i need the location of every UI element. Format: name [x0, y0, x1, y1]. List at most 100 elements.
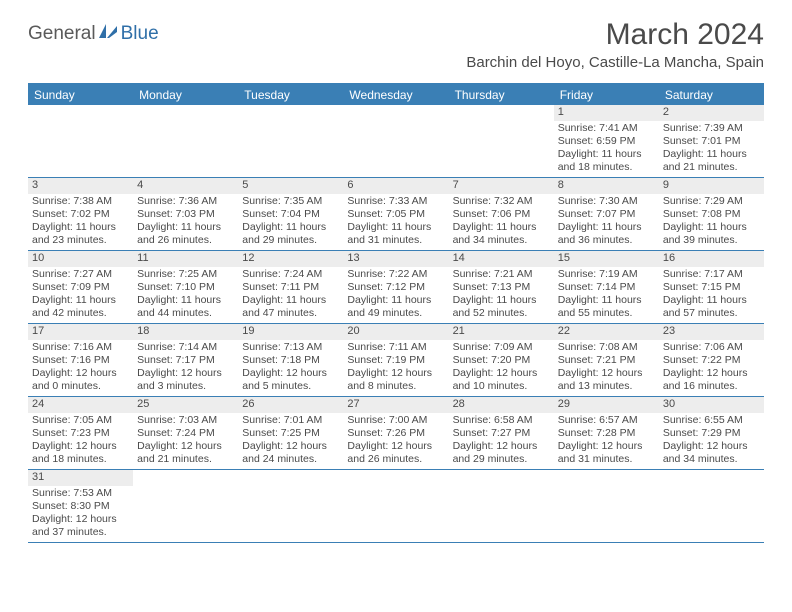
sunrise: Sunrise: 6:55 AM	[663, 414, 760, 427]
daylight: Daylight: 12 hours and 13 minutes.	[558, 367, 655, 393]
sunrise: Sunrise: 7:53 AM	[32, 487, 129, 500]
day-details: Sunrise: 7:13 AMSunset: 7:18 PMDaylight:…	[238, 340, 343, 396]
daylight: Daylight: 12 hours and 21 minutes.	[137, 440, 234, 466]
day-number: 15	[554, 251, 659, 267]
day-details: Sunrise: 7:29 AMSunset: 7:08 PMDaylight:…	[659, 194, 764, 250]
sunrise: Sunrise: 7:06 AM	[663, 341, 760, 354]
daylight: Daylight: 12 hours and 3 minutes.	[137, 367, 234, 393]
day-cell: 10Sunrise: 7:27 AMSunset: 7:09 PMDayligh…	[28, 251, 133, 323]
sunrise: Sunrise: 7:05 AM	[32, 414, 129, 427]
day-cell	[238, 105, 343, 177]
day-number: 20	[343, 324, 448, 340]
sunset: Sunset: 7:07 PM	[558, 208, 655, 221]
dow-cell: Thursday	[449, 85, 554, 105]
day-cell: 17Sunrise: 7:16 AMSunset: 7:16 PMDayligh…	[28, 324, 133, 396]
sunset: Sunset: 7:04 PM	[242, 208, 339, 221]
daylight: Daylight: 11 hours and 31 minutes.	[347, 221, 444, 247]
daylight: Daylight: 11 hours and 52 minutes.	[453, 294, 550, 320]
day-number: 14	[449, 251, 554, 267]
sunset: Sunset: 7:08 PM	[663, 208, 760, 221]
sunset: Sunset: 7:17 PM	[137, 354, 234, 367]
week-row: 17Sunrise: 7:16 AMSunset: 7:16 PMDayligh…	[28, 324, 764, 397]
day-cell	[659, 470, 764, 542]
sunrise: Sunrise: 7:32 AM	[453, 195, 550, 208]
sunrise: Sunrise: 6:57 AM	[558, 414, 655, 427]
dow-cell: Friday	[554, 85, 659, 105]
day-details: Sunrise: 7:27 AMSunset: 7:09 PMDaylight:…	[28, 267, 133, 323]
day-details: Sunrise: 7:01 AMSunset: 7:25 PMDaylight:…	[238, 413, 343, 469]
day-details: Sunrise: 7:35 AMSunset: 7:04 PMDaylight:…	[238, 194, 343, 250]
sunset: Sunset: 7:09 PM	[32, 281, 129, 294]
day-number: 16	[659, 251, 764, 267]
sunset: Sunset: 7:16 PM	[32, 354, 129, 367]
sunrise: Sunrise: 7:11 AM	[347, 341, 444, 354]
dow-cell: Tuesday	[238, 85, 343, 105]
day-cell: 29Sunrise: 6:57 AMSunset: 7:28 PMDayligh…	[554, 397, 659, 469]
day-cell: 3Sunrise: 7:38 AMSunset: 7:02 PMDaylight…	[28, 178, 133, 250]
day-cell	[343, 470, 448, 542]
daylight: Daylight: 12 hours and 8 minutes.	[347, 367, 444, 393]
sunrise: Sunrise: 7:08 AM	[558, 341, 655, 354]
dow-cell: Wednesday	[343, 85, 448, 105]
day-number: 30	[659, 397, 764, 413]
sunrise: Sunrise: 7:25 AM	[137, 268, 234, 281]
sunrise: Sunrise: 7:35 AM	[242, 195, 339, 208]
day-cell: 18Sunrise: 7:14 AMSunset: 7:17 PMDayligh…	[133, 324, 238, 396]
dow-cell: Saturday	[659, 85, 764, 105]
sunrise: Sunrise: 7:14 AM	[137, 341, 234, 354]
day-details: Sunrise: 7:00 AMSunset: 7:26 PMDaylight:…	[343, 413, 448, 469]
sunset: Sunset: 7:06 PM	[453, 208, 550, 221]
daylight: Daylight: 11 hours and 21 minutes.	[663, 148, 760, 174]
sunrise: Sunrise: 7:41 AM	[558, 122, 655, 135]
sunset: Sunset: 7:24 PM	[137, 427, 234, 440]
sunrise: Sunrise: 7:24 AM	[242, 268, 339, 281]
day-cell: 22Sunrise: 7:08 AMSunset: 7:21 PMDayligh…	[554, 324, 659, 396]
day-number: 18	[133, 324, 238, 340]
daylight: Daylight: 11 hours and 42 minutes.	[32, 294, 129, 320]
day-cell: 13Sunrise: 7:22 AMSunset: 7:12 PMDayligh…	[343, 251, 448, 323]
week-row: 3Sunrise: 7:38 AMSunset: 7:02 PMDaylight…	[28, 178, 764, 251]
sunrise: Sunrise: 7:00 AM	[347, 414, 444, 427]
day-number: 29	[554, 397, 659, 413]
daylight: Daylight: 11 hours and 39 minutes.	[663, 221, 760, 247]
day-details: Sunrise: 6:58 AMSunset: 7:27 PMDaylight:…	[449, 413, 554, 469]
day-number: 1	[554, 105, 659, 121]
day-cell	[28, 105, 133, 177]
day-cell: 8Sunrise: 7:30 AMSunset: 7:07 PMDaylight…	[554, 178, 659, 250]
day-number: 23	[659, 324, 764, 340]
day-cell: 24Sunrise: 7:05 AMSunset: 7:23 PMDayligh…	[28, 397, 133, 469]
daylight: Daylight: 11 hours and 49 minutes.	[347, 294, 444, 320]
day-number: 17	[28, 324, 133, 340]
sunrise: Sunrise: 7:13 AM	[242, 341, 339, 354]
daylight: Daylight: 12 hours and 24 minutes.	[242, 440, 339, 466]
sunset: Sunset: 7:22 PM	[663, 354, 760, 367]
day-number: 25	[133, 397, 238, 413]
day-details: Sunrise: 7:11 AMSunset: 7:19 PMDaylight:…	[343, 340, 448, 396]
day-cell	[238, 470, 343, 542]
day-cell	[449, 470, 554, 542]
sunset: Sunset: 7:01 PM	[663, 135, 760, 148]
daylight: Daylight: 11 hours and 36 minutes.	[558, 221, 655, 247]
sunrise: Sunrise: 7:33 AM	[347, 195, 444, 208]
day-cell: 12Sunrise: 7:24 AMSunset: 7:11 PMDayligh…	[238, 251, 343, 323]
day-details: Sunrise: 7:25 AMSunset: 7:10 PMDaylight:…	[133, 267, 238, 323]
sunset: Sunset: 7:26 PM	[347, 427, 444, 440]
sunrise: Sunrise: 7:21 AM	[453, 268, 550, 281]
dow-cell: Sunday	[28, 85, 133, 105]
day-number: 8	[554, 178, 659, 194]
sunrise: Sunrise: 7:36 AM	[137, 195, 234, 208]
day-details: Sunrise: 7:32 AMSunset: 7:06 PMDaylight:…	[449, 194, 554, 250]
logo-flag-icon	[99, 22, 119, 38]
sunset: Sunset: 7:15 PM	[663, 281, 760, 294]
day-details: Sunrise: 7:33 AMSunset: 7:05 PMDaylight:…	[343, 194, 448, 250]
sunrise: Sunrise: 7:03 AM	[137, 414, 234, 427]
sunset: Sunset: 7:23 PM	[32, 427, 129, 440]
day-number: 28	[449, 397, 554, 413]
sunset: Sunset: 7:13 PM	[453, 281, 550, 294]
day-number: 5	[238, 178, 343, 194]
day-number: 22	[554, 324, 659, 340]
daylight: Daylight: 11 hours and 55 minutes.	[558, 294, 655, 320]
day-number: 19	[238, 324, 343, 340]
day-number: 6	[343, 178, 448, 194]
day-cell: 9Sunrise: 7:29 AMSunset: 7:08 PMDaylight…	[659, 178, 764, 250]
